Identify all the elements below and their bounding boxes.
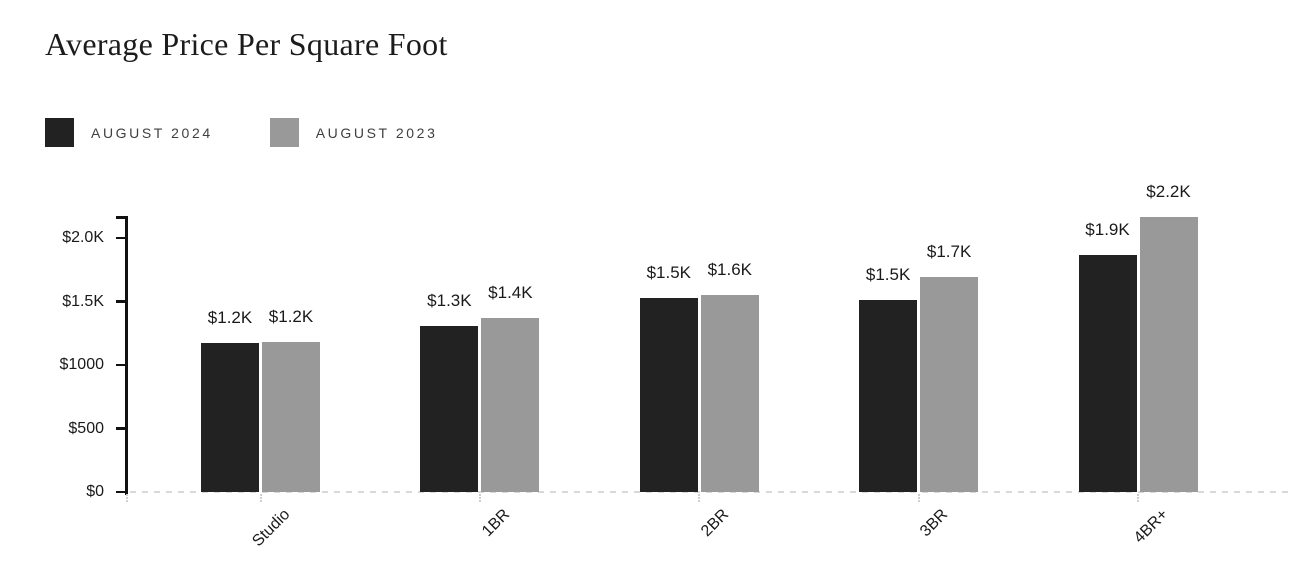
bar-august-2023-2br [700, 294, 759, 492]
y-axis-line [125, 216, 128, 495]
y-tick-mark [116, 363, 125, 367]
x-category-label-3br: 3BR [917, 506, 952, 541]
bar-august-2023-1br [481, 318, 540, 492]
legend-swatch-august-2024 [45, 118, 74, 147]
x-dotted-tick [698, 494, 701, 502]
bar-august-2023-studio [262, 342, 320, 492]
x-category-label-4br: 4BR+ [1130, 506, 1172, 547]
y-tick-label: $1000 [59, 356, 105, 373]
bar-value-label-august-2023-2br: $1.6K [707, 259, 753, 279]
legend: AUGUST 2024 AUGUST 2023 [45, 118, 437, 147]
y-tick-label: $1.5K [62, 292, 104, 310]
x-dotted-tick [259, 494, 262, 502]
y-axis-cap [116, 216, 128, 219]
bar-value-label-august-2023-studio: $1.2K [268, 307, 314, 327]
bar-august-2024-studio [201, 342, 259, 492]
y-tick-label: $500 [68, 419, 104, 437]
y-tick-label: $2.0K [62, 229, 104, 246]
bar-value-label-august-2024-4br: $1.9K [1085, 219, 1130, 239]
y-tick-label: $0 [86, 483, 104, 500]
bar-value-label-august-2024-3br: $1.5K [865, 265, 911, 285]
chart-title: Average Price Per Square Foot [45, 26, 448, 62]
x-dotted-tick [478, 494, 481, 502]
y-tick-mark [116, 236, 125, 240]
legend-item-august-2024: AUGUST 2024 [45, 118, 213, 147]
bar-value-label-august-2024-studio: $1.2K [207, 307, 253, 327]
bar-august-2023-4br [1139, 217, 1198, 492]
bar-value-label-august-2023-4br: $2.2K [1146, 182, 1191, 202]
x-dotted-tick [917, 494, 920, 502]
legend-item-august-2023: AUGUST 2023 [269, 118, 438, 147]
x-category-label-2br: 2BR [698, 506, 733, 541]
x-category-label-1br: 1BR [478, 506, 513, 541]
bar-value-label-august-2024-2br: $1.5K [646, 262, 692, 282]
legend-swatch-august-2023 [269, 118, 299, 147]
legend-label-august-2023: AUGUST 2023 [315, 124, 438, 141]
bar-value-label-august-2024-1br: $1.3K [427, 290, 472, 310]
bar-value-label-august-2023-3br: $1.7K [926, 241, 972, 261]
bar-august-2024-3br [859, 300, 918, 492]
baseline-dotted [130, 491, 1292, 493]
bar-august-2023-3br [920, 276, 979, 492]
y-tick-mark [116, 300, 125, 303]
x-category-label-studio: Studio [249, 506, 294, 551]
legend-label-august-2024: AUGUST 2024 [91, 124, 213, 141]
bar-august-2024-1br [420, 325, 479, 492]
y-tick-mark [116, 490, 125, 494]
bar-value-label-august-2023-1br: $1.4K [488, 283, 533, 302]
bar-august-2024-2br [639, 297, 698, 492]
x-dotted-tick [126, 494, 128, 502]
x-dotted-tick [1137, 494, 1139, 502]
y-tick-mark [116, 427, 125, 430]
bar-august-2024-4br [1078, 254, 1137, 492]
